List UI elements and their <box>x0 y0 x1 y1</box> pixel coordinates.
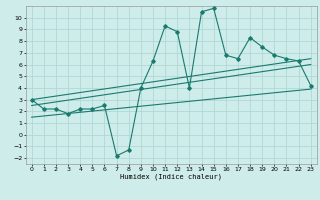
X-axis label: Humidex (Indice chaleur): Humidex (Indice chaleur) <box>120 174 222 180</box>
